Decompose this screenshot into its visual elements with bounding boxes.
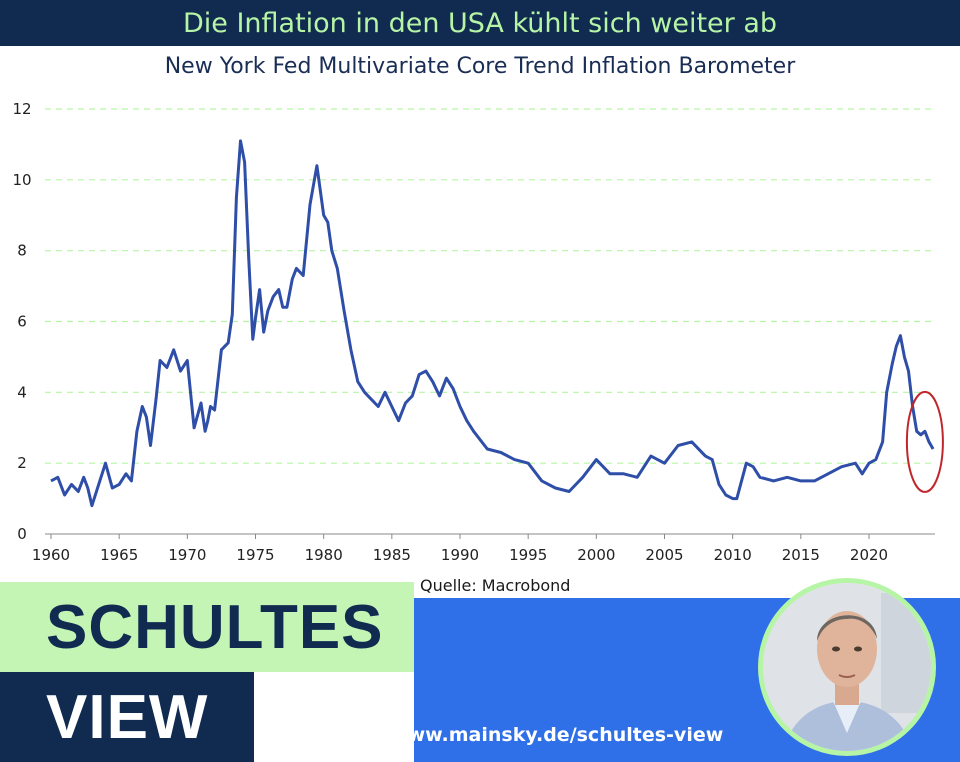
x-tick-label: 1990: [441, 546, 479, 564]
source-label: Quelle: Macrobond: [420, 576, 571, 595]
x-tick-label: 2000: [577, 546, 615, 564]
x-tick-label: 1960: [32, 546, 70, 564]
portrait-icon: [763, 583, 931, 751]
x-tick-label: 1980: [305, 546, 343, 564]
x-tick-label: 1985: [373, 546, 411, 564]
y-tick-label: 10: [12, 171, 31, 189]
chart-title: Die Inflation in den USA kühlt sich weit…: [182, 7, 778, 39]
x-tick-label: 2005: [645, 546, 683, 564]
x-tick-label: 1970: [168, 546, 206, 564]
x-tick-label: 2020: [850, 546, 888, 564]
chart-subtitle: New York Fed Multivariate Core Trend Inf…: [164, 54, 796, 79]
brand-line1: SCHULTES: [46, 592, 384, 662]
x-axis-ticks: 1960 1965 1970 1975 1980 1985 1990 1995 2000 2005…: [32, 534, 888, 564]
y-tick-label: 6: [17, 313, 27, 331]
grid-lines: [45, 108, 932, 464]
brand-schultes: SCHULTES: [0, 582, 414, 672]
avatar: [758, 578, 936, 756]
title-bar: Die Inflation in den USA kühlt sich weit…: [0, 0, 960, 46]
y-tick-label: 8: [17, 242, 27, 260]
website-link[interactable]: https://www.mainsky.de/schultes-view: [312, 724, 724, 746]
y-tick-label: 4: [17, 383, 27, 401]
series-line: [50, 139, 935, 508]
brand-view: VIEW: [0, 672, 254, 762]
y-tick-label: 2: [17, 454, 27, 472]
x-tick-label: 2010: [714, 546, 752, 564]
y-tick-label: 12: [12, 100, 31, 118]
x-tick-label: 1995: [509, 546, 547, 564]
brand-line2: VIEW: [46, 682, 209, 752]
x-tick-label: 1965: [100, 546, 138, 564]
highlight-circle: [905, 390, 944, 493]
x-tick-label: 2015: [782, 546, 820, 564]
x-tick-label: 1975: [236, 546, 274, 564]
y-tick-label: 0: [17, 525, 27, 543]
y-axis-ticks: 0 2 4 6 8 10 12: [12, 100, 31, 543]
